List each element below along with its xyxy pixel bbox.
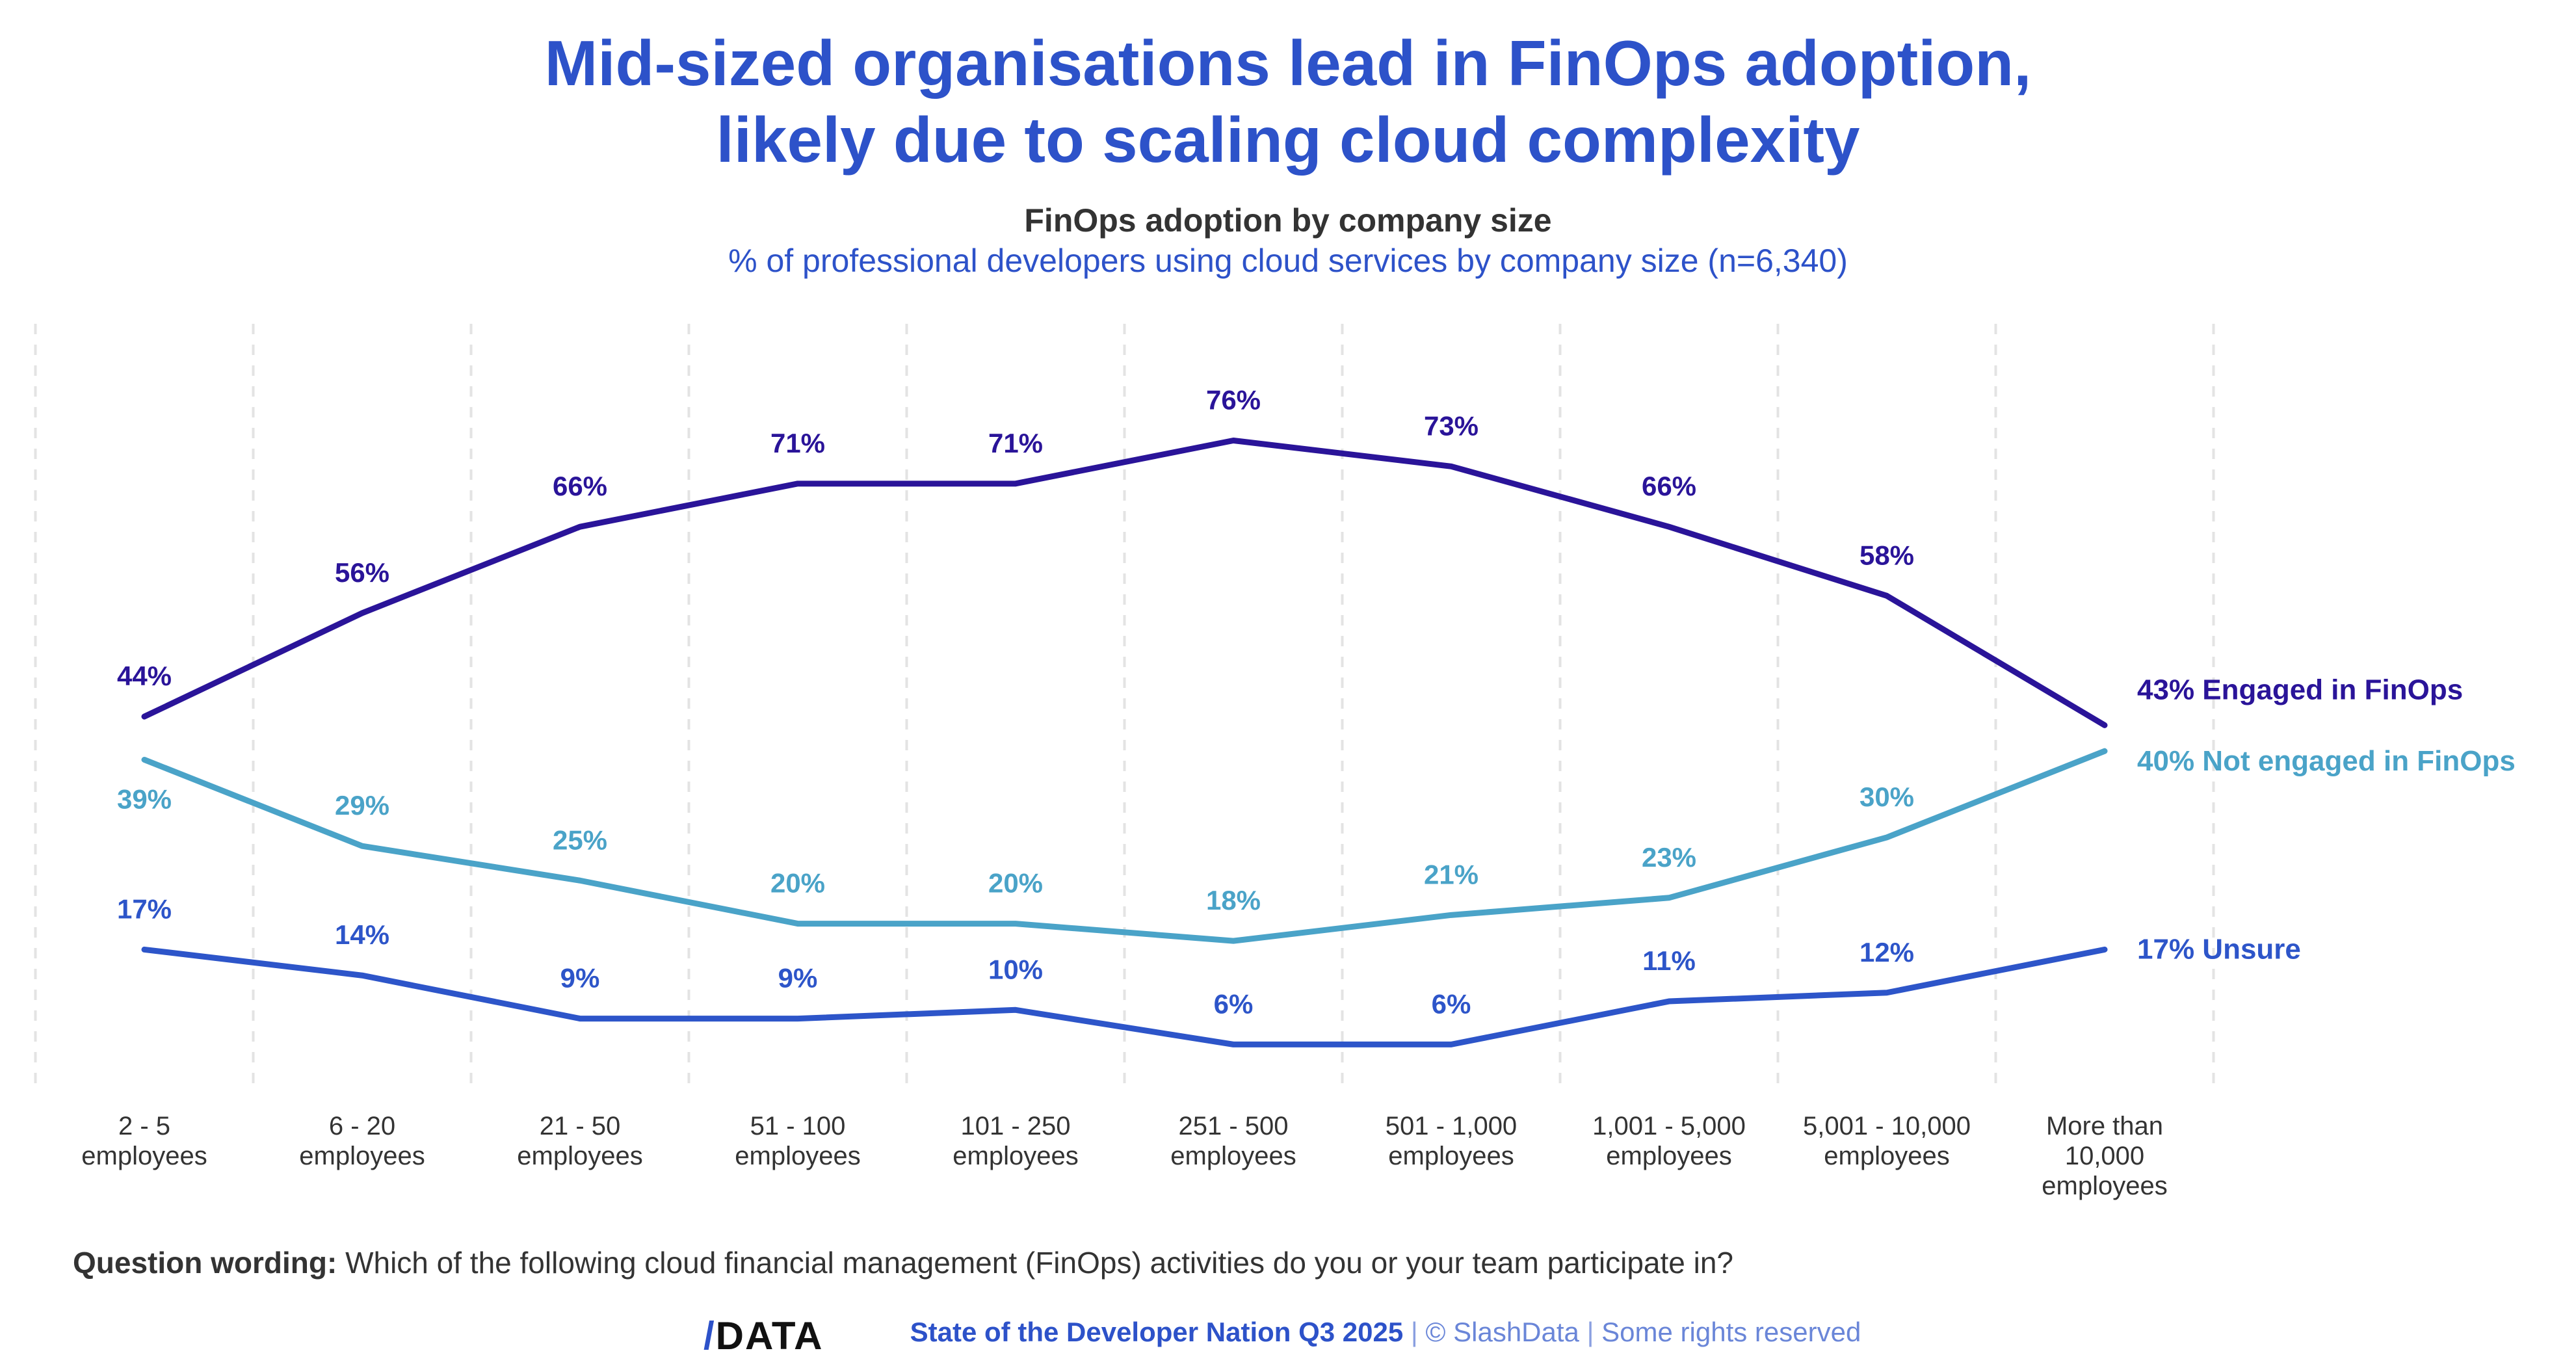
series-line [141,437,2108,728]
data-label: 10% [988,954,1043,984]
data-label: 66% [553,471,607,501]
line-chart: 2 - 5 employees 6 - 20 employees 21 - 50 empl… [34,324,2516,1200]
chart-title: Mid-sized organisations lead in FinOps a… [0,25,2576,178]
data-label: 14% [335,919,389,950]
data-label: 18% [1206,885,1261,915]
data-label: 71% [988,428,1043,458]
title-line-2: likely due to scaling cloud complexity [716,104,1860,176]
x-tick-label: 101 - 250 employees [953,1112,1078,1170]
data-label: 76% [1206,384,1261,415]
x-tick-label: 2 - 5 employees [81,1112,207,1170]
footer-rights: Some rights reserved [1601,1317,1861,1347]
x-tick-label: 51 - 100 employees [735,1112,860,1170]
data-label: 17% [117,893,172,924]
data-label: 39% [117,783,172,814]
data-label: 6% [1214,988,1254,1019]
series-line [141,748,2108,944]
data-label: 56% [335,557,389,588]
data-label: 9% [778,963,818,993]
footer: State of the Developer Nation Q3 2025 | … [910,1317,1861,1347]
chart-description: % of professional developers using cloud… [728,243,1848,279]
x-tick-label: 1,001 - 5,000 employees [1592,1112,1746,1170]
data-label: 71% [770,428,825,458]
title-line-1: Mid-sized organisations lead in FinOps a… [544,27,2032,99]
data-label: 6% [1432,988,1471,1019]
data-label: 66% [1642,471,1696,501]
data-label: 30% [1860,782,1914,812]
data-label: 20% [988,868,1043,899]
data-label: 9% [560,963,600,993]
data-label: 11% [1642,945,1696,976]
series-end-label: 17% Unsure [2137,933,2301,965]
slashdata-logo: /DATA [703,1314,824,1358]
series-end-label: 40% Not engaged in FinOps [2137,745,2516,777]
data-label: 21% [1424,859,1479,889]
x-tick-label: More than 10,000 employees [2042,1112,2167,1200]
x-tick-label: 501 - 1,000 employees [1386,1112,1517,1170]
data-label: 23% [1642,842,1696,873]
footer-report: State of the Developer Nation Q3 2025 [910,1317,1404,1347]
question-text: Which of the following cloud financial m… [345,1246,1734,1280]
data-label: 20% [770,868,825,899]
footer-copyright: © SlashData [1425,1317,1579,1347]
chart-subtitle: FinOps adoption by company size [1024,202,1552,239]
data-label: 29% [335,790,389,821]
series-line [141,946,2108,1047]
data-label: 12% [1860,937,1914,967]
x-tick-label: 251 - 500 employees [1170,1112,1296,1170]
question-wording: Question wording: Which of the following… [73,1245,1733,1280]
x-tick-label: 5,001 - 10,000 employees [1803,1112,1971,1170]
series-end-label: 43% Engaged in FinOps [2137,674,2463,705]
question-label: Question wording: [73,1246,337,1280]
x-tick-label: 21 - 50 employees [517,1112,642,1170]
data-label: 58% [1860,540,1914,570]
data-label: 25% [553,824,607,855]
data-label: 73% [1424,410,1479,441]
x-tick-label: 6 - 20 employees [299,1112,425,1170]
data-label: 44% [117,661,172,691]
